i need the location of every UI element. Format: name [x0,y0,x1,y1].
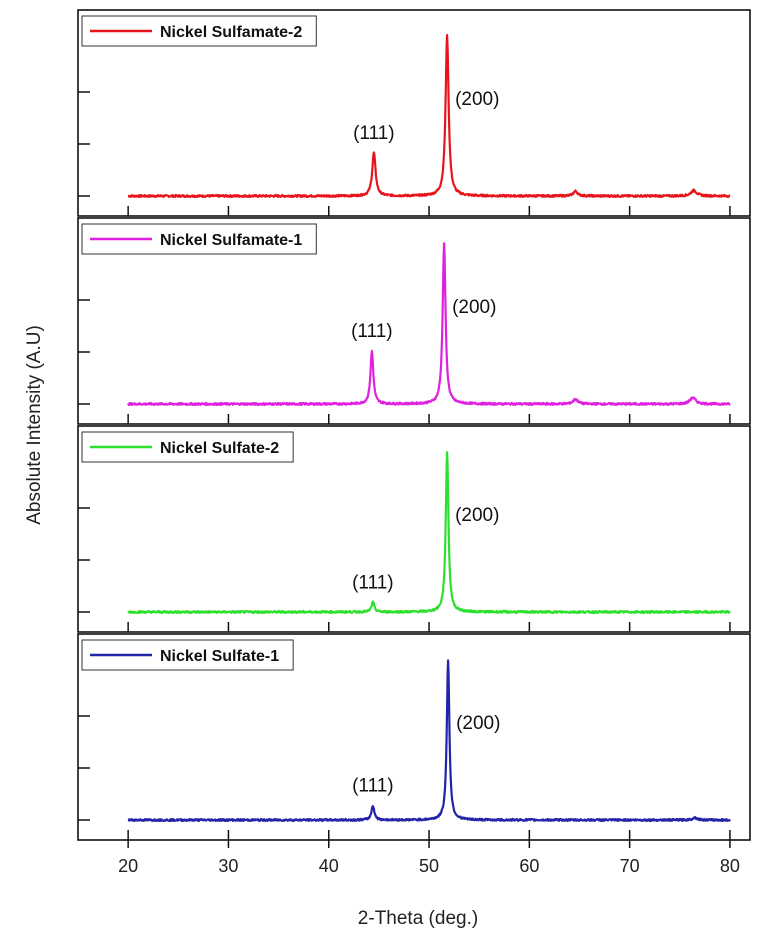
series-line [127,242,731,406]
legend-2: Nickel Sulfamate-1 [81,223,317,255]
peak-label: (200) [455,505,499,526]
panel-4: Nickel Sulfate-1 (111) (200) [77,633,751,841]
series-line [127,659,731,823]
panel-frame [77,425,751,633]
x-axis-title: 2-Theta (deg.) [358,908,478,929]
peak-label: (111) [353,123,395,144]
panel-3: Nickel Sulfate-2 (111) (200) [77,425,751,633]
x-tick-label: 30 [218,856,238,876]
x-tick-label: 70 [620,856,640,876]
legend-3: Nickel Sulfate-2 [81,431,294,463]
x-tick-label: 80 [720,856,740,876]
peak-label: (111) [352,572,394,593]
peak-label: (200) [455,89,499,110]
panels-group: Nickel Sulfamate-2(111)(200)Nickel Sulfa… [77,9,751,841]
series-line [127,451,731,615]
legend-label: Nickel Sulfamate-2 [160,24,302,41]
legend-label: Nickel Sulfamate-1 [160,232,302,249]
legend-label: Nickel Sulfate-1 [160,648,279,665]
x-tick-label: 50 [419,856,439,876]
legend-label: Nickel Sulfate-2 [160,440,279,457]
panel-frame [77,9,751,217]
x-tick-label: 40 [319,856,339,876]
panel-1: Nickel Sulfamate-2 (111) (200) [77,9,751,217]
panel-frame [77,633,751,841]
peak-label: (111) [351,321,393,342]
x-axis-ticks: 20 30 40 50 60 70 80 [118,840,740,876]
series-line [127,33,731,198]
peak-label: (111) [352,776,394,797]
legend-4: Nickel Sulfate-1 [81,639,294,671]
panel-2: Nickel Sulfamate-1 (111) (200) [77,217,751,425]
legend-1: Nickel Sulfamate-2 [81,15,317,47]
x-tick-label: 60 [519,856,539,876]
x-tick-label: 20 [118,856,138,876]
peak-label: (200) [452,297,496,318]
peak-label: (200) [456,713,500,734]
panel-frame [77,217,751,425]
y-axis-title: Absolute Intensity (A.U) [24,325,45,525]
